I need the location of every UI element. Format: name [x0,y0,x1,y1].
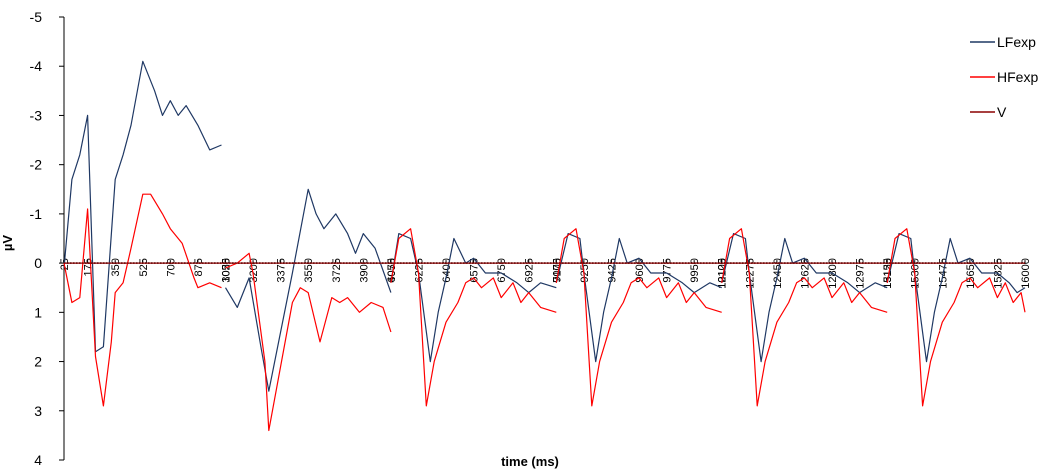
x-tick-label: 4075 [386,258,398,282]
x-tick-label: 12275 [744,258,756,289]
x-tick-label: 525 [138,258,150,276]
x-tick-label: 3375 [276,258,288,282]
series-lines [63,60,1026,432]
legend-label-lfexp: LFexp [997,34,1036,50]
x-tick-label: 12975 [855,258,867,289]
series-line-lfexp [390,233,557,363]
x-tick-label: 350 [110,258,122,276]
x-tick-label: 6575 [469,258,481,282]
x-axis-title: time (ms) [501,454,559,469]
series-line-hfexp [390,228,557,407]
y-tick-label: -1 [30,206,43,222]
y-tick-label: -2 [30,157,43,173]
legend-label-v: V [997,104,1007,120]
series-line-hfexp [721,228,888,407]
x-tick-label: 700 [165,258,177,276]
series-line-hfexp [555,228,722,407]
legend: LFexp HFexp V [970,34,1038,120]
y-tick-label: 3 [34,403,42,419]
series-line-hfexp [63,193,222,407]
x-tick-label: 15650 [965,258,977,289]
x-tick-label: 6925 [524,258,536,282]
series-line-hfexp [886,228,1026,407]
legend-label-hfexp: HFexp [997,69,1038,85]
series-line-lfexp [721,233,888,363]
series-line-lfexp [886,233,1026,363]
x-tick-label: 875 [193,258,205,276]
x-tick-label: 15300 [910,258,922,289]
x-tick-label: 9775 [662,258,674,282]
y-tick-label: -4 [30,58,43,74]
series-line-lfexp [555,233,722,363]
x-tick-label: 3900 [358,258,370,282]
x-tick-label: 12625 [799,258,811,289]
y-axis: -5 -4 -3 -2 -1 0 1 2 3 4 [30,9,65,468]
y-tick-label: 0 [34,255,42,271]
series-line-lfexp [224,188,392,392]
x-tick-label: 9600 [634,258,646,282]
series-line-hfexp [225,252,392,432]
x-tick-label: 3025 [220,258,232,282]
series-line-lfexp [63,60,222,353]
y-tick-label: 2 [34,354,42,370]
y-tick-label: 4 [34,452,42,468]
x-tick-label: 3550 [303,258,315,282]
x-tick-label: 1050 [220,258,232,282]
y-tick-label: -5 [30,9,43,25]
x-tick-label: 6050 [386,258,398,282]
x-tick-label: 6750 [496,258,508,282]
y-tick-label: 1 [34,304,42,320]
x-tick-label: 16000 [1020,258,1032,289]
y-axis-title: µV [0,235,15,251]
x-tick-label: 3725 [331,258,343,282]
x-tick-label: 9950 [689,258,701,282]
x-tick-label: 25 [59,258,71,270]
y-tick-label: -3 [30,107,43,123]
